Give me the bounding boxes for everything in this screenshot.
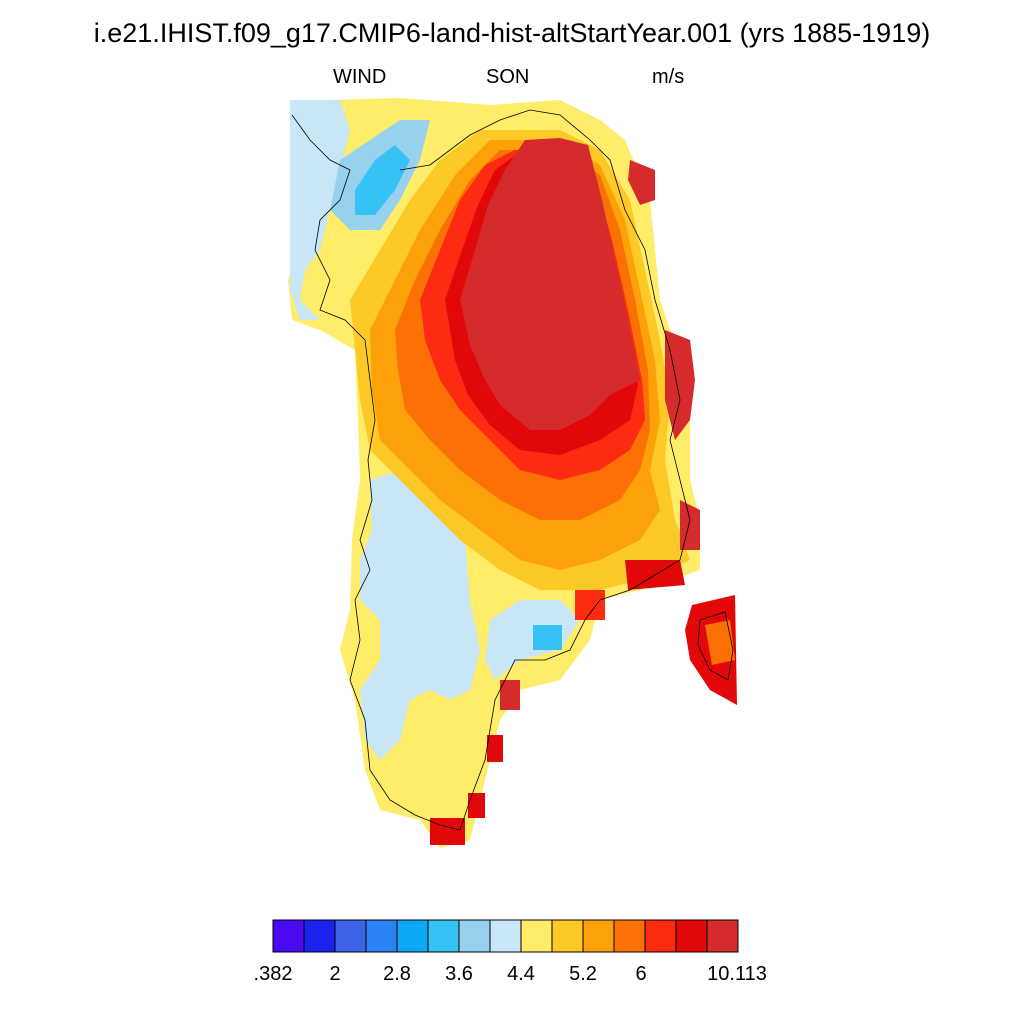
coast-red-southeast: [680, 500, 700, 550]
coast-red-northeast: [628, 160, 655, 205]
coast-red-east: [665, 330, 695, 440]
interior-max: [460, 138, 640, 430]
colorbar-box: [582, 919, 615, 953]
colorbar-label: 5.2: [569, 963, 597, 985]
colorbar-box: [303, 919, 336, 953]
colorbar-label: 2: [329, 963, 340, 985]
island-coastline: [697, 611, 734, 681]
colorbar-box: [272, 919, 305, 953]
colorbar-box: [396, 919, 429, 953]
colorbar-box: [427, 919, 460, 953]
colorbar-box: [613, 919, 646, 953]
plot-title: i.e21.IHIST.f09_g17.CMIP6-land-hist-altS…: [93, 18, 931, 48]
colorbar-box: [489, 919, 522, 953]
colorbar-label: 6: [635, 963, 646, 985]
south-red-3: [575, 590, 605, 620]
colorbar-label: 2.8: [383, 963, 411, 985]
colorbar-label: 10.113: [707, 963, 767, 985]
coastal-cyan-northwest: [355, 145, 410, 215]
coastal-light-blue-northwest: [290, 100, 350, 320]
coastal-light-blue-west: [360, 470, 480, 760]
colorbar-box: [520, 919, 553, 953]
island-orange: [705, 620, 735, 665]
colorbar-box: [675, 919, 708, 953]
coastal-light-blue-south: [485, 600, 580, 680]
colorbar-box: [644, 919, 677, 953]
colorbar-label: 3.6: [445, 963, 473, 985]
units-label: m/s: [652, 66, 685, 88]
colorbar-box: [365, 919, 398, 953]
season-label: SON: [486, 66, 530, 88]
colorbar-box: [334, 919, 367, 953]
tip-red-2: [468, 793, 485, 818]
south-red: [500, 680, 520, 710]
colorbar-box: [706, 919, 739, 953]
colorbar-box: [458, 919, 491, 953]
colorbar-box: [551, 919, 584, 953]
variable-label: WIND: [333, 66, 387, 88]
coastline: [291, 109, 691, 831]
colorbar-label: .382: [254, 963, 293, 985]
south-red-2: [487, 735, 503, 762]
coastal-cyan-south: [533, 625, 562, 650]
colorbar-label: 4.4: [507, 963, 535, 985]
